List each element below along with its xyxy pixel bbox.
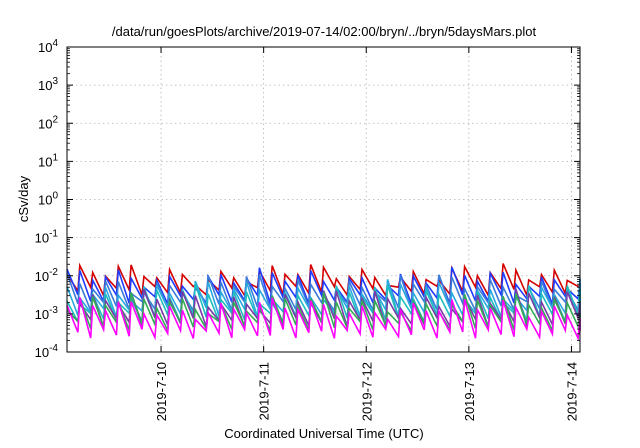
y-tick-label: 10-4 [35,343,59,360]
chart-title: /data/run/goesPlots/archive/2019-07-14/0… [112,24,537,39]
x-tick-label: 2019-7-14 [564,362,579,421]
y-axis: 10-4 10-3 10-2 10-1 100 101 102 103 104 [35,38,580,360]
y-tick-label: 102 [38,114,58,131]
y-tick-label: 10-1 [35,229,59,246]
series-line-8 [66,297,581,342]
x-axis-label: Coordinated Universal Time (UTC) [224,426,423,441]
x-tick-label: 2019-7-13 [462,362,477,421]
x-tick-label: 2019-7-10 [154,362,169,421]
y-tick-label: 104 [38,38,58,55]
y-tick-label: 10-2 [35,267,59,284]
x-tick-label: 2019-7-11 [257,362,272,420]
series-group [66,262,581,342]
y-tick-label: 101 [38,152,58,169]
y-tick-label: 10-3 [35,305,59,322]
y-tick-label: 100 [38,191,58,208]
x-axis: 2019-7-10 2019-7-11 2019-7-12 2019-7-13 2019… [154,47,579,421]
y-tick-label: 103 [38,76,58,93]
x-tick-label: 2019-7-12 [359,362,374,421]
grid [67,47,580,352]
y-axis-label: cSv/day [16,175,31,222]
